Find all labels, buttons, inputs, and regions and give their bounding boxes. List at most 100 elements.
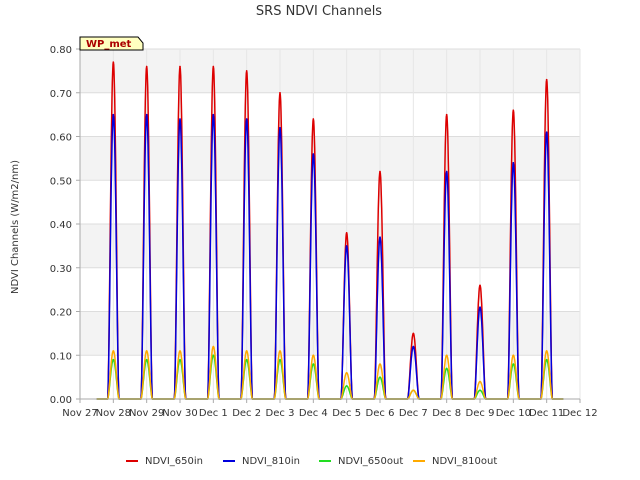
x-tick-label: Dec 7 (399, 408, 428, 419)
series-peak-NDVI_650in (512, 109, 515, 112)
series-peak-NDVI_650in (312, 118, 315, 120)
x-tick-label: Nov 29 (129, 408, 164, 419)
x-tick-label: Dec 9 (466, 408, 495, 419)
series-peak-NDVI_810in (345, 245, 348, 247)
x-tick-label: Dec 3 (266, 408, 295, 419)
y-tick-label: 0.20 (50, 308, 72, 319)
legend-label: NDVI_810out (432, 456, 497, 467)
series-peak-NDVI_810out (379, 363, 381, 365)
x-tick-label: Dec 2 (232, 408, 261, 419)
series-peak-NDVI_810in (245, 118, 248, 120)
series-peak-NDVI_650in (145, 65, 148, 68)
series-peak-NDVI_810out (512, 354, 515, 357)
series-peak-NDVI_810in (312, 153, 315, 155)
series-peak-NDVI_810out (245, 350, 248, 352)
series-peak-NDVI_810out (212, 345, 215, 348)
series-peak-NDVI_650out (212, 354, 215, 357)
y-tick-label: 0.00 (50, 395, 72, 406)
series-peak-NDVI_810in (445, 170, 448, 173)
plot-band (80, 267, 580, 312)
legend: NDVI_650in NDVI_810in NDVI_650out NDVI_810o… (126, 456, 497, 467)
plot-band (80, 180, 580, 224)
y-tick-label: 0.30 (50, 264, 72, 275)
series-peak-NDVI_810out (445, 354, 448, 357)
series-peak-NDVI_650in (212, 65, 215, 68)
series-peak-NDVI_810out (312, 354, 315, 357)
series-peak-NDVI_810in (512, 161, 515, 164)
x-tick-label: Dec 5 (332, 408, 361, 419)
x-tick-label: Dec 8 (432, 408, 461, 419)
series-peak-NDVI_650in (379, 170, 381, 173)
x-tick-label: Dec 11 (529, 408, 564, 419)
y-tick-label: 0.80 (50, 45, 72, 56)
y-tick-label: 0.70 (50, 89, 72, 100)
series-peak-NDVI_810in (379, 236, 381, 238)
plot-band (80, 136, 580, 181)
series-peak-NDVI_810out (345, 371, 348, 374)
series-peak-NDVI_650out (179, 358, 181, 361)
plot-band (80, 49, 580, 93)
series-peak-NDVI_650out (545, 358, 548, 361)
series-peak-NDVI_650in (112, 61, 115, 63)
x-tick-label: Dec 12 (562, 408, 597, 419)
y-tick-label: 0.40 (50, 220, 72, 231)
series-peak-NDVI_810out (145, 350, 148, 352)
x-tick-label: Dec 4 (299, 408, 328, 419)
series-peak-NDVI_810out (479, 380, 481, 383)
series-peak-NDVI_650out (279, 358, 281, 361)
series-peak-NDVI_810in (212, 113, 215, 116)
series-peak-NDVI_810in (145, 113, 148, 116)
series-peak-NDVI_650in (179, 65, 181, 68)
series-peak-NDVI_810in (179, 118, 181, 120)
y-tick-labels: 0.00 0.10 0.20 0.30 0.40 0.50 0.60 0.70 0.80 (50, 45, 80, 406)
series-peak-NDVI_650out (445, 367, 448, 370)
plot-band (80, 92, 580, 137)
series-peak-NDVI_650out (145, 358, 148, 361)
legend-label: NDVI_650out (338, 456, 403, 467)
x-tick-label: Dec 10 (496, 408, 531, 419)
series-peak-NDVI_810in (279, 126, 281, 129)
y-tick-label: 0.10 (50, 351, 72, 362)
plot-band (80, 355, 580, 399)
series-peak-NDVI_810in (412, 345, 415, 348)
plot-background (80, 49, 580, 399)
series-peak-NDVI_650out (512, 363, 515, 365)
y-tick-label: 0.50 (50, 176, 72, 187)
series-peak-NDVI_810out (112, 350, 115, 352)
series-peak-NDVI_650out (112, 358, 115, 361)
series-peak-NDVI_650in (445, 113, 448, 116)
series-peak-NDVI_650in (279, 91, 281, 94)
y-axis-label: NDVI Channels (W/m2/nm) (10, 160, 21, 294)
series-peak-NDVI_650in (479, 284, 481, 287)
series-peak-NDVI_810out (279, 350, 281, 352)
legend-label: NDVI_810in (242, 456, 300, 467)
series-peak-NDVI_810out (412, 389, 415, 392)
station-tag: WP_met (79, 36, 144, 51)
series-peak-NDVI_810out (545, 350, 548, 352)
plot-band (80, 224, 580, 268)
x-tick-label: Nov 28 (96, 408, 131, 419)
plot-band (80, 311, 580, 356)
station-tag-label: WP_met (86, 39, 132, 50)
series-peak-NDVI_810in (479, 306, 481, 308)
x-tick-label: Nov 30 (162, 408, 197, 419)
series-peak-NDVI_650in (245, 70, 248, 72)
series-peak-NDVI_650in (545, 78, 548, 81)
series-peak-NDVI_810in (545, 131, 548, 133)
series-peak-NDVI_650in (345, 231, 348, 234)
series-peak-NDVI_810out (179, 350, 181, 352)
series-peak-NDVI_650out (379, 376, 381, 378)
chart-title: SRS NDVI Channels (256, 4, 382, 19)
x-tick-label: Dec 6 (366, 408, 395, 419)
series-peak-NDVI_810in (112, 113, 115, 116)
x-tick-label: Nov 27 (62, 408, 97, 419)
series-peak-NDVI_650out (479, 389, 481, 392)
legend-label: NDVI_650in (145, 456, 203, 467)
series-peak-NDVI_650out (345, 385, 348, 387)
y-tick-label: 0.60 (50, 133, 72, 144)
series-peak-NDVI_650out (312, 363, 315, 365)
series-peak-NDVI_650out (245, 358, 248, 361)
x-tick-label: Dec 1 (199, 408, 228, 419)
